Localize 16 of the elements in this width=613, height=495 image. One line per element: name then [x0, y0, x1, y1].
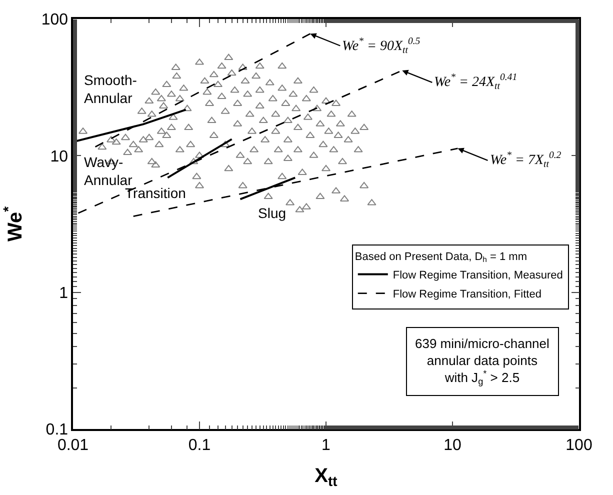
y-tick-label: 1 [59, 284, 68, 302]
x-tick-label: 100 [566, 436, 592, 454]
annotation: Slug [258, 205, 286, 221]
y-tick-label: 100 [41, 12, 68, 29]
legend-title: Based on Present Data, D$_{h}$ = 1 mm [354, 250, 528, 264]
y-tick-label: 10 [50, 148, 68, 166]
x-tick-label: 0.1 [188, 436, 211, 454]
x-tick-label: 0.01 [57, 436, 89, 454]
legend-label: Flow Regime Transition, Measured [392, 270, 563, 282]
annotation: 639 mini/micro-channel annular data points with J$_{g}$$^{*}$ > 2.5 [415, 336, 550, 387]
legend-label: Flow Regime Transition, Fitted [392, 288, 542, 301]
x-tick-label: 1 [322, 436, 331, 454]
x-axis-title: X$_{tt}$ [314, 464, 338, 490]
x-tick-label: 10 [444, 436, 462, 454]
annotation: Smooth- Annular [84, 72, 138, 106]
y-tick-label: 0.1 [46, 422, 68, 439]
